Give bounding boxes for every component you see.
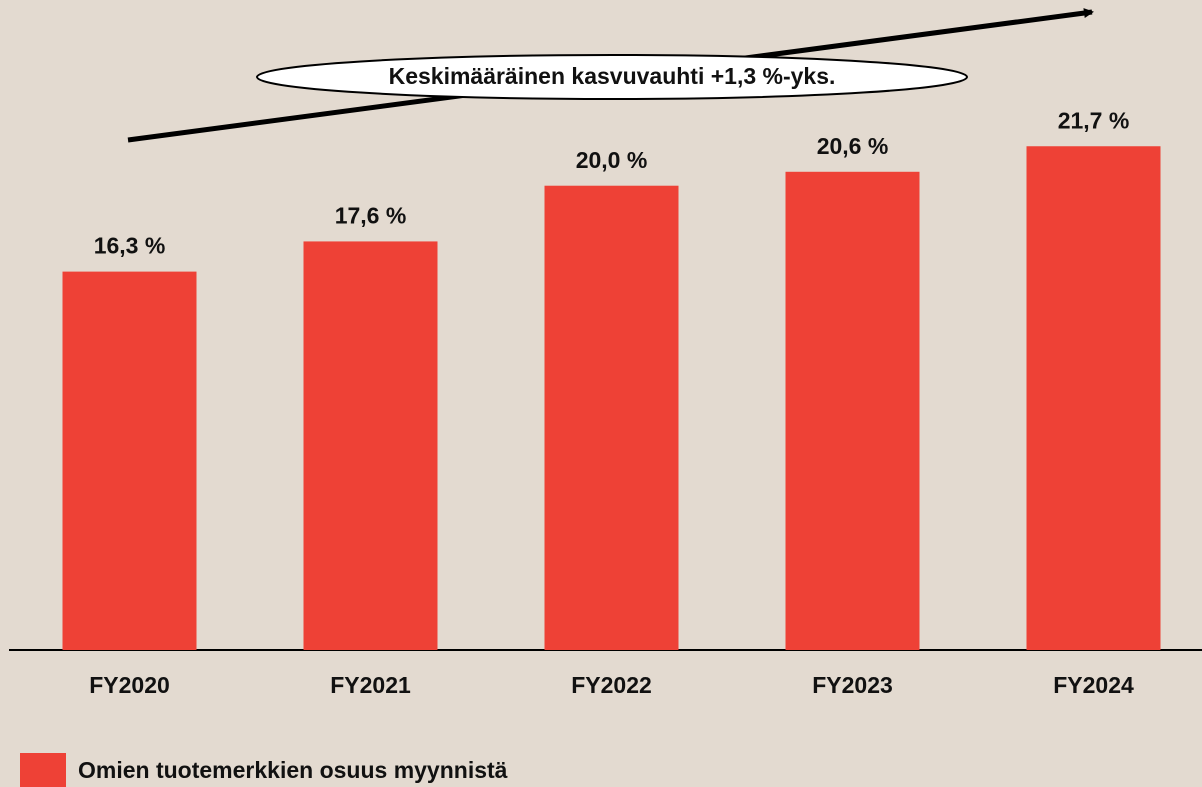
legend-label: Omien tuotemerkkien osuus myynnistä [78,757,508,783]
annotation: Keskimääräinen kasvuvauhti +1,3 %-yks. [389,63,836,89]
value-label: 17,6 % [335,203,407,229]
bar [544,185,679,650]
legend-swatch [20,753,66,787]
bar [1026,146,1161,650]
x-tick-label: FY2020 [89,672,170,698]
x-tick-label: FY2024 [1053,672,1134,698]
x-tick-label: FY2022 [571,672,652,698]
x-tick-label: FY2023 [812,672,893,698]
value-label: 20,6 % [817,133,889,159]
value-label: 20,0 % [576,147,648,173]
bar [785,171,920,651]
x-tick-label: FY2021 [330,672,411,698]
value-label: 21,7 % [1058,107,1130,133]
annotation-bubble [256,54,968,100]
bar [303,241,438,650]
value-label: 16,3 % [94,233,166,259]
bar [62,271,197,650]
